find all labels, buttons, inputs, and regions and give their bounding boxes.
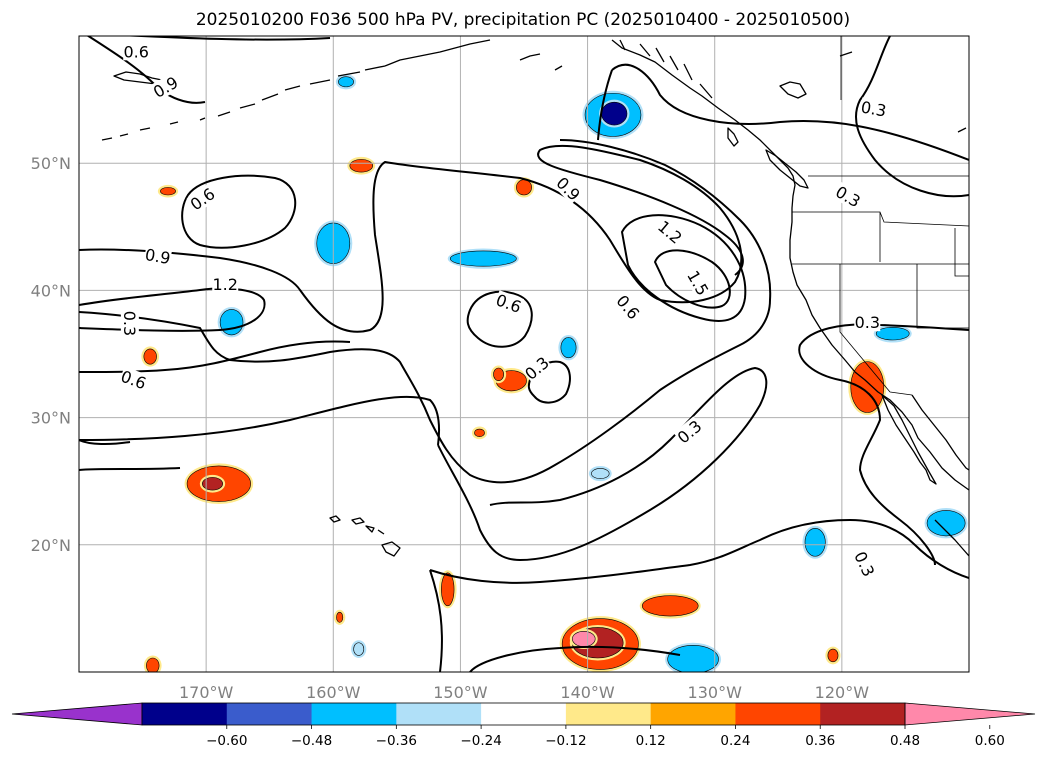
contour-label-text-12: 0.3 — [120, 311, 139, 336]
haida-gwaii-coastline — [727, 127, 739, 147]
precip-blob-4 — [338, 76, 354, 88]
colorbar-extend-high — [904, 702, 1036, 726]
contour-label-7: 0.9 — [143, 244, 173, 268]
colorbar-segment-2 — [311, 703, 397, 725]
precip-blob-8 — [875, 326, 910, 341]
precip-blob-22 — [850, 361, 885, 413]
colorbar-tick-label-2: −0.36 — [376, 733, 417, 749]
precip-blob-10 — [926, 510, 966, 537]
northern-coastline — [779, 51, 967, 133]
contour-label-text-8: 1.2 — [212, 275, 237, 294]
lon-label-4: 130°W — [688, 683, 743, 702]
contour-label-2: 0.3 — [859, 97, 889, 121]
colorbar-tick-label-7: 0.36 — [805, 733, 835, 749]
contour-label-0: 0.6 — [123, 42, 150, 61]
vancouver-island-coastline — [765, 149, 809, 189]
colorbar-tick-label-0: −0.60 — [206, 733, 247, 749]
aleutian-islands-coastline — [101, 65, 386, 141]
mexico-south-coastline — [934, 519, 969, 557]
colorbar-segment-8 — [820, 703, 906, 725]
lon-label-0: 170°W — [179, 683, 234, 702]
colorbar-segment-7 — [735, 703, 821, 725]
contour-label-text-0: 0.6 — [123, 42, 148, 61]
precip-blob-9 — [804, 527, 826, 557]
lat-label-3: 50°N — [31, 154, 71, 173]
political-borders — [792, 36, 969, 396]
map-title: 2025010200 F036 500 hPa PV, precipitatio… — [196, 10, 850, 30]
colorbar-tick-label-5: 0.12 — [636, 733, 666, 749]
colorbar-tick-label-9: 0.60 — [975, 733, 1005, 749]
precip-blob-24 — [336, 611, 344, 623]
precip-blob-16 — [349, 159, 373, 173]
map-area: 0.60.90.30.6 0.9 0.31.20.91.2 1.50.6 0.60.3 0… — [79, 36, 969, 672]
precip-blob-20 — [493, 367, 504, 382]
alaska-peninsula-coastline — [384, 39, 563, 71]
colorbar-tick-label-8: 0.48 — [890, 733, 920, 749]
precip-blob-6 — [560, 337, 577, 359]
colorbar-segment-4 — [481, 703, 567, 725]
colorbar-tick-label-1: −0.48 — [291, 733, 332, 749]
colorbar-tick-label-3: −0.24 — [460, 733, 501, 749]
lat-label-2: 40°N — [31, 281, 71, 300]
precip-blob-18 — [202, 477, 223, 491]
precip-blob-7 — [591, 468, 610, 479]
colorbar-segment-6 — [650, 703, 736, 725]
colorbar-segment-3 — [396, 703, 482, 725]
colorbar-extend-low — [11, 702, 143, 726]
precip-blob-0 — [219, 309, 244, 336]
mexico-west-coastline — [911, 394, 969, 471]
north-america-coastline — [611, 39, 969, 491]
precip-blob-5 — [449, 250, 517, 267]
colorbar-segment-1 — [226, 703, 313, 725]
lon-label-5: 120°W — [815, 683, 870, 702]
contour-label-text-7: 0.9 — [144, 245, 172, 268]
contour-label-13: 0.3 — [854, 313, 881, 332]
contour-label-12: 0.3 — [120, 310, 139, 337]
precip-blob-13 — [516, 179, 532, 196]
colorbar-segment-5 — [565, 703, 652, 725]
contour-label-text-2: 0.3 — [859, 97, 887, 120]
lon-label-3: 140°W — [560, 683, 615, 702]
map-frame — [78, 35, 970, 673]
colorbar-segment-0 — [142, 703, 228, 725]
precip-blob-11 — [667, 644, 719, 672]
precipitation-layer — [141, 74, 968, 672]
precip-blob-28 — [641, 595, 699, 617]
precip-blob-30 — [572, 630, 596, 647]
precip-blob-21 — [474, 428, 485, 437]
lat-label-0: 20°N — [31, 536, 71, 555]
baja-california-coastline — [881, 394, 937, 485]
colorbar-tick-label-6: 0.24 — [720, 733, 750, 749]
alaska-panhandle-coastline — [619, 39, 713, 99]
precip-blob-23 — [441, 572, 455, 607]
lon-label-1: 160°W — [306, 683, 361, 702]
lon-label-2: 150°W — [433, 683, 488, 702]
precip-blob-14 — [160, 187, 176, 196]
latitude-labels: 20°N 30°N 40°N 50°N — [31, 154, 71, 555]
contour-label-text-13: 0.3 — [855, 313, 880, 332]
longitude-labels: 170°W 160°W 150°W 140°W 130°W 120°W — [179, 683, 869, 702]
precip-blob-26 — [827, 648, 839, 663]
precip-blob-3 — [601, 101, 628, 126]
precip-blob-15 — [143, 348, 157, 365]
precip-blob-25 — [146, 657, 160, 672]
contour-label-8: 1.2 — [212, 275, 239, 294]
lat-label-1: 30°N — [31, 409, 71, 428]
colorbar-frame — [141, 702, 906, 726]
pv-contours — [79, 36, 969, 672]
colorbar-tick-label-4: −0.12 — [545, 733, 586, 749]
precip-blob-12 — [353, 642, 365, 656]
colorbar: −0.60 −0.48 −0.36 −0.24 −0.12 0.12 0.24 0.36 0.4… — [11, 702, 1036, 749]
hawaiian-islands-coastline — [329, 515, 401, 557]
coastlines — [101, 39, 969, 557]
